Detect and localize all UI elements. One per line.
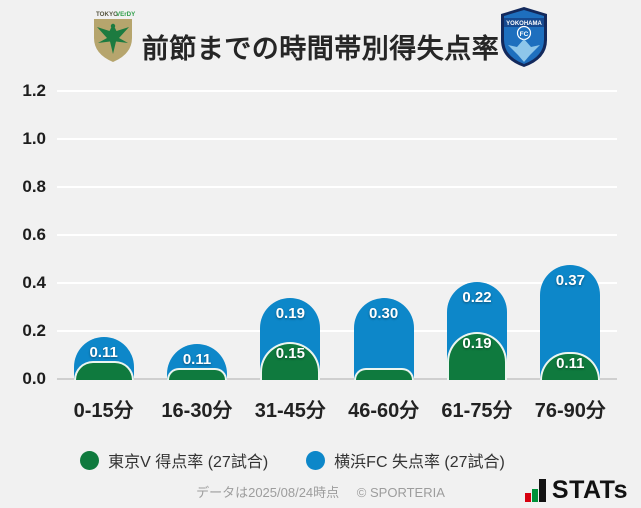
stats-logo-bar-red — [524, 493, 531, 502]
x-tick-label: 46-60分 — [348, 400, 420, 422]
grid-line — [57, 186, 617, 188]
bar-value-label-conceded: 0.37 — [555, 271, 585, 289]
x-tick-label: 76-90分 — [534, 400, 606, 422]
grid-line — [57, 138, 617, 140]
grid-line — [57, 234, 617, 236]
bar-value-label-scored: 0.19 — [462, 335, 492, 353]
legend-label-tokyo-verdy: 東京V 得点率 (27試合) — [108, 454, 269, 471]
bar-value-label-conceded: 0.22 — [462, 288, 492, 306]
footer-note: データは2025/08/24時点 © SPORTERIA — [0, 482, 641, 501]
x-axis-line — [57, 378, 617, 380]
yfc-banner — [504, 18, 544, 27]
stats-logo-text: STATs — [551, 476, 628, 504]
x-tick-label: 16-30分 — [161, 400, 233, 422]
copyright-text: © SPORTERIA — [356, 485, 445, 500]
bar-value-label-conceded: 0.11 — [89, 343, 118, 361]
bar-scored-0-15分 — [73, 361, 134, 380]
bar-value-label-conceded: 0.11 — [182, 351, 212, 368]
bar-scored-16-30分 — [167, 368, 227, 380]
stats-logo-bar-green — [531, 489, 538, 502]
y-tick-label: 0.2 — [22, 321, 46, 340]
legend-dot-blue — [306, 450, 326, 470]
bar-scored-61-75分 — [447, 332, 507, 380]
bar-scored-46-60分 — [353, 368, 414, 380]
legend-item-yokohama-fc: 横浜FC 失点率 (27試合) — [306, 448, 505, 472]
grid-line — [57, 282, 617, 284]
data-date-note: データは2025/08/24時点 — [196, 485, 340, 500]
yokohama-fc-logo: YOKOHAMA FC — [495, 5, 553, 69]
y-tick-label: 0.0 — [22, 369, 46, 388]
stats-logo: STATs — [524, 476, 628, 504]
page-title: 前節までの時間帯別得失点率 — [141, 34, 500, 64]
legend-dot-green — [80, 450, 100, 470]
bar-value-label-scored: 0.15 — [275, 345, 305, 362]
verdy-eagle-icon — [97, 24, 129, 54]
legend-label-yokohama-fc: 横浜FC 失点率 (27試合) — [334, 454, 505, 471]
y-tick-label: 0.8 — [22, 177, 46, 196]
y-tick-label: 0.4 — [22, 273, 46, 292]
bar-value-label-conceded: 0.30 — [369, 305, 399, 323]
yfc-fc-text: FC — [520, 31, 529, 38]
tokyo-verdy-crest-icon: TOKYO VErDY — [94, 11, 136, 62]
y-tick-label: 1.0 — [22, 129, 46, 148]
verdy-logo-text-verdy: VErDY — [116, 11, 136, 18]
grid-line — [57, 90, 617, 92]
y-tick-label: 1.2 — [22, 81, 46, 100]
stats-logo-bar-black — [538, 479, 546, 502]
x-tick-label: 61-75分 — [441, 400, 513, 422]
grid-line — [57, 330, 617, 332]
bar-value-label-conceded: 0.19 — [275, 305, 305, 323]
legend-item-tokyo-verdy: 東京V 得点率 (27試合) — [80, 448, 268, 472]
time-band-bar-chart: 1.2 1.0 0.8 0.6 0.4 0.2 0.0 0.11 0-15分 0.11 16-30分… — [22, 81, 617, 422]
x-tick-label: 0-15分 — [73, 400, 134, 422]
chart-legend: 東京V 得点率 (27試合) 横浜FC 失点率 (27試合) — [0, 447, 613, 473]
tokyo-verdy-logo: TOKYO VErDY — [83, 8, 143, 66]
verdy-eagle-head — [110, 23, 116, 29]
bar-value-label-scored: 0.11 — [556, 354, 585, 372]
verdy-logo-text-tokyo: TOKYO — [96, 11, 118, 18]
x-tick-label: 31-45分 — [254, 400, 326, 422]
yokohama-fc-crest-icon: YOKOHAMA FC — [501, 7, 547, 67]
yfc-banner-text: YOKOHAMA — [506, 21, 542, 27]
y-tick-label: 0.6 — [22, 225, 46, 244]
bar-conceded-46-60分 — [353, 298, 414, 380]
yfc-phoenix-icon — [508, 39, 540, 62]
